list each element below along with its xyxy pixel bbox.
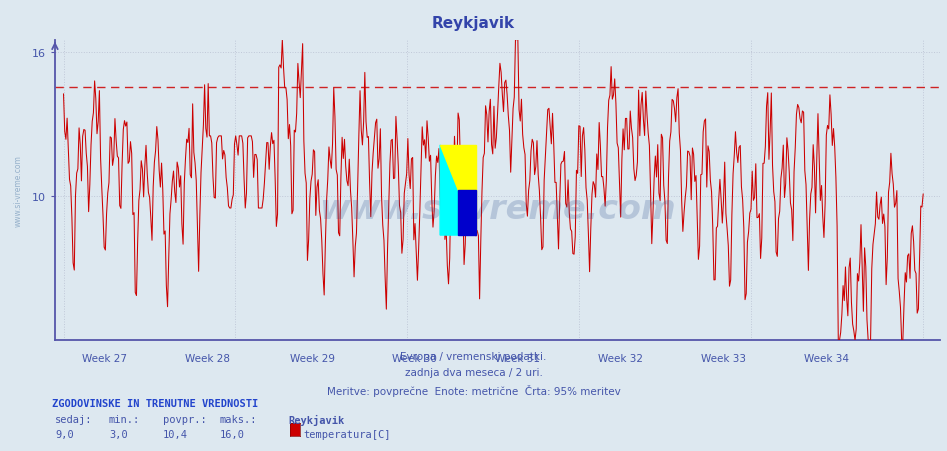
Polygon shape (440, 146, 475, 235)
Polygon shape (440, 146, 475, 235)
Text: Week 28: Week 28 (186, 354, 230, 364)
Bar (457, 190, 475, 235)
Text: Week 29: Week 29 (291, 354, 335, 364)
Text: min.:: min.: (109, 414, 140, 424)
Text: www.si-vreme.com: www.si-vreme.com (319, 192, 676, 225)
Text: Reykjavik: Reykjavik (432, 16, 515, 31)
Text: ZGODOVINSKE IN TRENUTNE VREDNOSTI: ZGODOVINSKE IN TRENUTNE VREDNOSTI (52, 398, 259, 408)
Text: Week 34: Week 34 (804, 354, 849, 364)
Text: 3,0: 3,0 (109, 429, 128, 439)
Text: povpr.:: povpr.: (163, 414, 206, 424)
Text: zadnja dva meseca / 2 uri.: zadnja dva meseca / 2 uri. (404, 368, 543, 377)
Text: Week 27: Week 27 (82, 354, 127, 364)
Text: Week 33: Week 33 (701, 354, 746, 364)
Text: www.si-vreme.com: www.si-vreme.com (13, 155, 22, 226)
Text: maks.:: maks.: (220, 414, 258, 424)
Text: 9,0: 9,0 (55, 429, 74, 439)
Text: 16,0: 16,0 (220, 429, 244, 439)
Text: Evropa / vremenski podatki.: Evropa / vremenski podatki. (401, 351, 546, 361)
Text: Meritve: povprečne  Enote: metrične  Črta: 95% meritev: Meritve: povprečne Enote: metrične Črta:… (327, 384, 620, 396)
Text: sedaj:: sedaj: (55, 414, 93, 424)
Text: Week 32: Week 32 (599, 354, 643, 364)
Text: Week 30: Week 30 (392, 354, 437, 364)
Text: Week 31: Week 31 (495, 354, 540, 364)
Text: Reykjavik: Reykjavik (289, 414, 345, 425)
Text: temperatura[C]: temperatura[C] (303, 429, 390, 439)
Text: 10,4: 10,4 (163, 429, 188, 439)
